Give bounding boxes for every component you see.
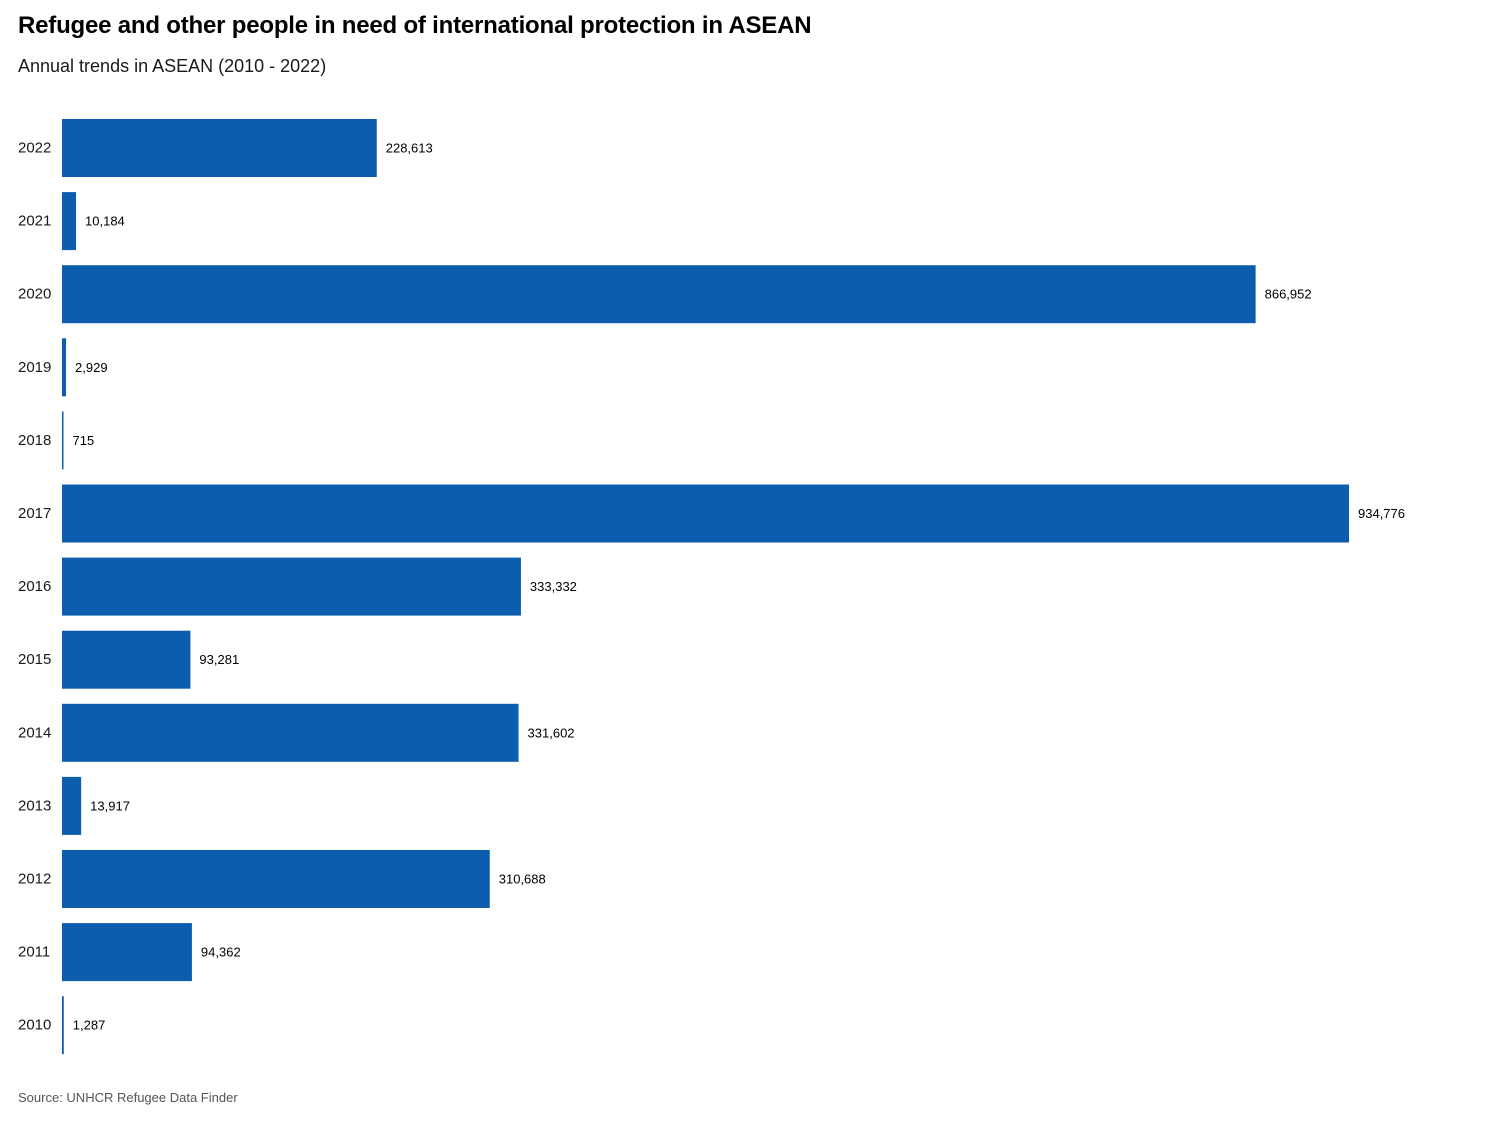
bar-2022	[62, 119, 377, 177]
data-label: 94,362	[201, 945, 241, 960]
bar-2010	[62, 996, 64, 1055]
chart-subtitle: Annual trends in ASEAN (2010 - 2022)	[18, 56, 327, 76]
bar-2018	[62, 411, 64, 470]
data-label: 1,287	[73, 1018, 106, 1033]
data-label: 333,332	[530, 579, 577, 594]
bar-2020	[62, 265, 1256, 324]
data-label: 10,184	[85, 214, 125, 229]
data-label: 93,281	[199, 652, 239, 667]
y-tick-label: 2010	[18, 1017, 51, 1034]
y-tick-label: 2021	[18, 213, 51, 230]
y-tick-label: 2017	[18, 505, 51, 522]
bar-2014	[62, 703, 519, 762]
data-label: 2,929	[75, 360, 108, 375]
bar-2017	[62, 484, 1349, 543]
y-tick-label: 2020	[18, 286, 51, 303]
data-label: 866,952	[1265, 287, 1312, 302]
bar-2016	[62, 557, 521, 616]
y-tick-label: 2022	[18, 140, 51, 157]
y-tick-label: 2012	[18, 871, 51, 888]
y-tick-label: 2018	[18, 432, 51, 449]
y-tick-label: 2016	[18, 578, 51, 595]
y-tick-label: 2011	[18, 944, 50, 961]
y-tick-label: 2013	[18, 797, 51, 814]
bar-2015	[62, 630, 191, 689]
bar-2011	[62, 923, 192, 982]
data-label: 331,602	[528, 725, 575, 740]
data-label: 310,688	[499, 872, 546, 887]
chart-title: Refugee and other people in need of inte…	[18, 12, 812, 39]
data-label: 715	[73, 433, 95, 448]
data-label: 934,776	[1358, 506, 1405, 521]
y-tick-label: 2015	[18, 651, 51, 668]
source-note: Source: UNHCR Refugee Data Finder	[18, 1090, 238, 1105]
y-tick-label: 2019	[18, 359, 51, 376]
data-label: 228,613	[386, 141, 433, 156]
bar-2012	[62, 850, 490, 908]
bar-2013	[62, 776, 82, 835]
y-tick-label: 2014	[18, 724, 51, 741]
bar-2021	[62, 192, 77, 251]
data-label: 13,917	[90, 798, 130, 813]
bar-2019	[62, 338, 67, 397]
